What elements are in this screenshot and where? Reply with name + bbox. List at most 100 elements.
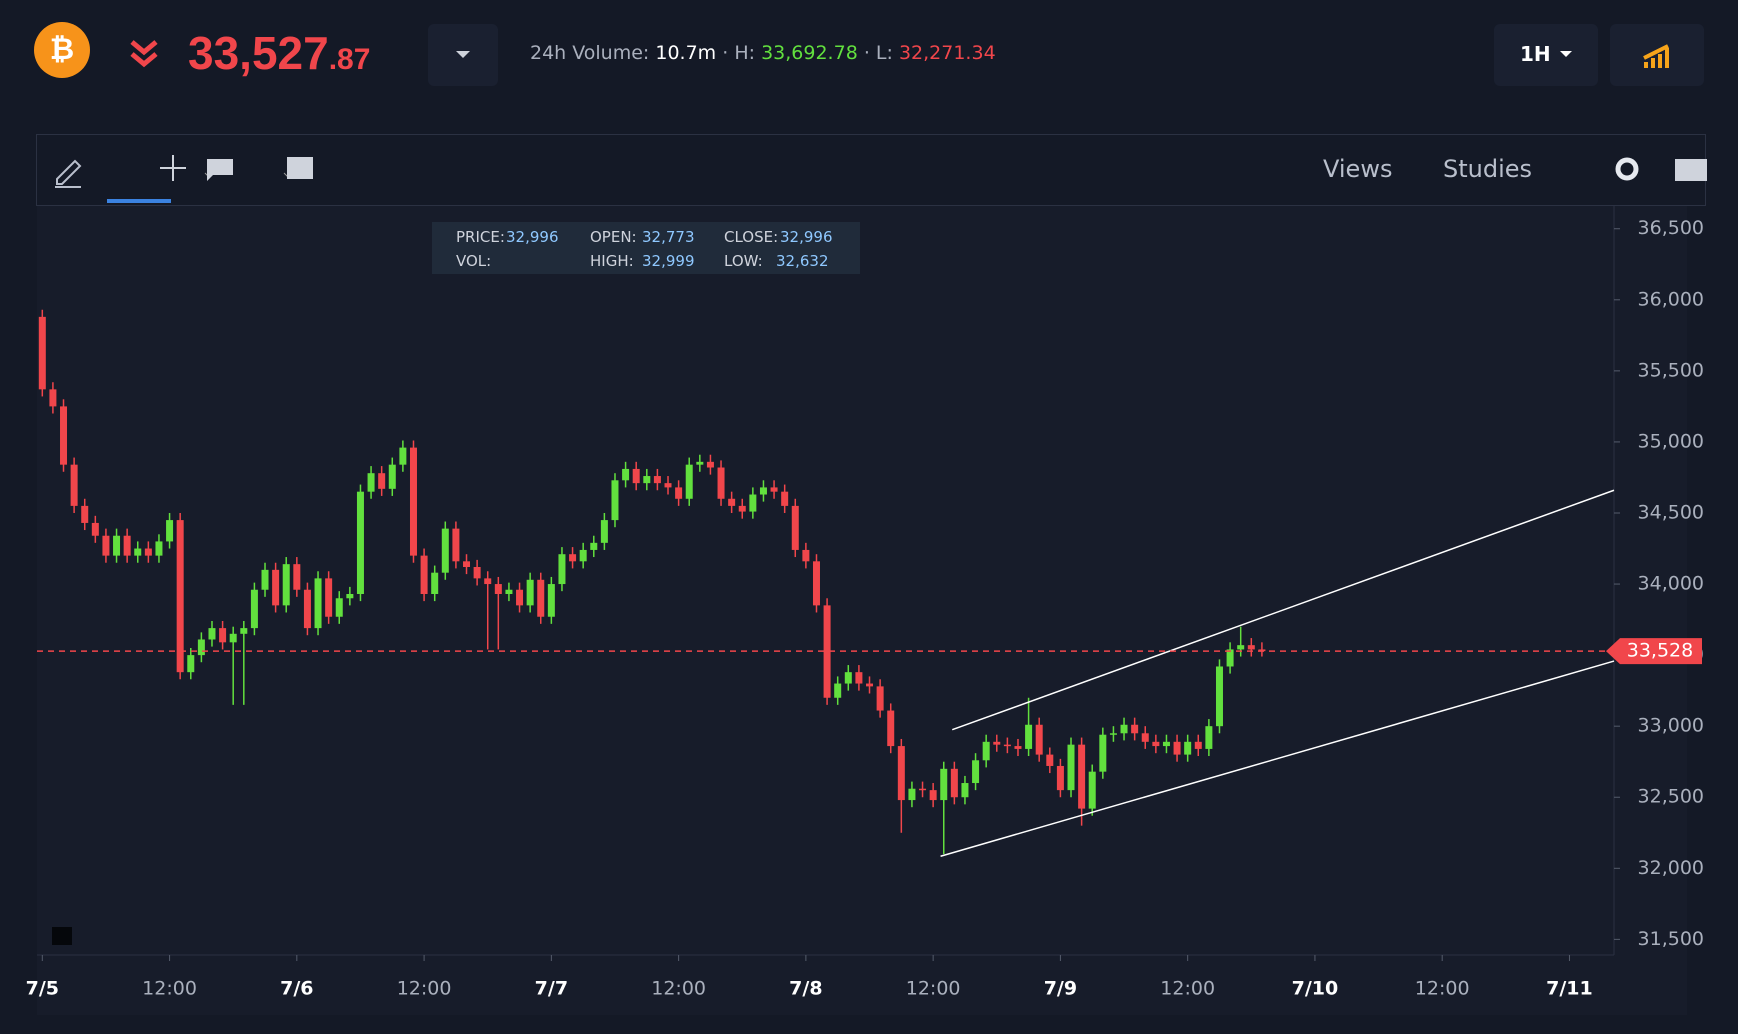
candle-body [537,579,545,617]
low: 32,271.34 [898,42,996,64]
candle-body [261,569,269,590]
info-value: 32,632 [776,252,829,270]
candle-body [908,788,916,801]
candle-body [919,788,927,791]
candle-body [367,473,375,492]
down-icon [130,40,158,68]
candle-body [113,535,121,556]
dropdown[interactable] [428,24,498,86]
y-tick-label: 31,500 [1638,928,1704,950]
candle-body [1046,754,1054,766]
candle-body [1152,741,1160,747]
x-tick-label: 12:00 [651,978,706,1000]
candle-body [1035,724,1043,755]
info-value: 32,996 [506,228,559,246]
volume: 10.7m [655,42,717,64]
y-tick-label: 34,500 [1638,501,1704,523]
candle-body [229,633,237,643]
candle-body [1184,741,1192,755]
candle-body [91,522,99,536]
candle-body [123,535,131,556]
candle-body [1014,746,1022,749]
volume-label: 24h Volume: [530,42,650,64]
info-value: 32,996 [780,228,833,246]
candle-body [303,589,311,629]
candle-body [950,768,958,798]
info-label: LOW: [724,252,763,270]
candle-body [1056,765,1064,791]
y-tick-label: 36,000 [1638,288,1704,310]
candle-body [547,584,555,617]
candle-body [759,487,767,495]
candle-body [1025,724,1033,749]
candle-body [1194,741,1202,749]
interval: 1H [1520,42,1551,66]
views-menu[interactable]: Views [1323,155,1393,183]
candle-body [728,498,736,506]
candle-body [134,548,142,556]
candle-body [346,594,354,599]
candle-body [812,561,820,606]
candle-body [622,468,630,481]
coin-icon[interactable]: ₿ [34,22,90,78]
candle-body [696,461,704,465]
x-tick-label: 7/7 [535,978,568,1000]
info-label: PRICE: [456,228,505,246]
candle-body [929,790,937,801]
candle-body [1078,744,1086,809]
y-tick-label: 33,000 [1638,715,1704,737]
info-label: CLOSE: [724,228,779,246]
caret [456,51,470,58]
studies-menu[interactable]: Studies [1443,155,1533,183]
info-value: 32,773 [642,228,695,246]
info-value: 32,999 [642,252,695,270]
candle-body [1131,724,1139,734]
candle-body [240,628,248,634]
candle-body [653,476,661,484]
candle-body [166,520,174,542]
price-cents: .87 [328,43,371,76]
chart-type-button[interactable] [1610,24,1704,86]
stats: 24h Volume: 10.7m · H: 33,692.78 · L: 32… [530,42,996,64]
candle-body [144,548,152,556]
candle-body [60,406,68,465]
corner-square [52,927,72,945]
x-tick-label: 7/9 [1044,978,1077,1000]
candle-body [81,505,89,523]
candle-body [441,528,449,573]
candle-body [463,561,471,567]
interval-button[interactable]: 1H [1494,24,1598,86]
candle-body [1162,741,1170,747]
candle-body [1173,741,1181,755]
candle-body [250,589,258,629]
last-price-label: 33,528 [1627,640,1693,662]
y-tick-label: 32,000 [1638,857,1704,879]
x-tick-label: 7/8 [789,978,822,1000]
header: ₿ 33,527.87 24h Volume: 10.7m · H: 33,69… [0,0,1738,110]
candle-body [1205,726,1213,749]
candle-body [1226,649,1234,667]
candle-body [494,584,502,595]
x-tick-label: 7/11 [1546,978,1593,1000]
candle-body [505,589,513,595]
info-label: OPEN: [590,228,637,246]
candle-body [791,505,799,550]
candle-body [1247,645,1255,650]
candle-body [897,746,905,801]
settings-icons [1615,157,1707,181]
candle-body [1141,733,1149,742]
candle-body [452,528,460,562]
candle-body [855,672,863,684]
candle-body [675,487,683,499]
candle-body [1120,724,1128,734]
candle-body [1109,733,1117,735]
candle-body [378,473,386,489]
candle-body [325,578,333,617]
candle-body [632,468,640,484]
candle-body [611,480,619,521]
candle-body [1099,734,1107,772]
candle-body [664,483,672,488]
candle-body [1237,645,1245,650]
price-main: 33,527 [188,27,329,79]
